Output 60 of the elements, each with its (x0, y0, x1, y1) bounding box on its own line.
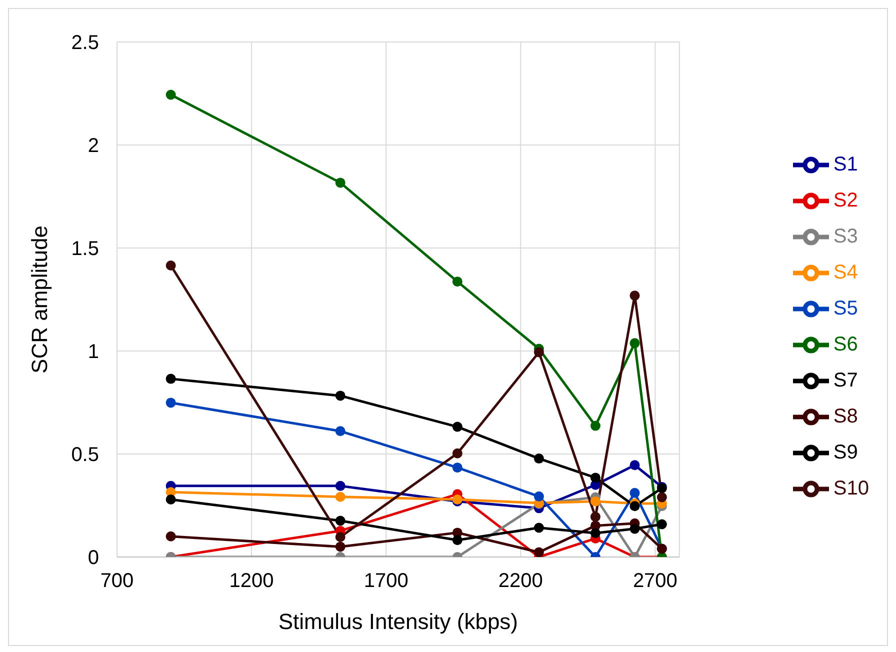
point (166, 260, 176, 271)
point (534, 522, 544, 533)
legend-label: S2 (833, 189, 858, 212)
x-tick-label: 2200 (498, 570, 543, 592)
point (335, 542, 346, 552)
point (335, 480, 346, 491)
point (656, 492, 667, 502)
point (335, 532, 346, 542)
point (335, 492, 346, 502)
point (630, 290, 640, 301)
point (590, 512, 600, 522)
point (590, 472, 600, 483)
point (335, 426, 346, 436)
y-tick-label: 0.5 (71, 444, 99, 466)
point (166, 398, 176, 408)
point (452, 422, 462, 432)
x-axis-title: Stimulus Intensity (kbps) (278, 609, 518, 634)
legend-label: S7 (833, 369, 858, 392)
point (656, 519, 667, 530)
legend-label: S1 (833, 153, 858, 176)
point (452, 535, 462, 546)
point (452, 276, 462, 287)
point (534, 347, 544, 358)
point (630, 460, 640, 470)
point (335, 390, 346, 401)
y-axis-title: SCR amplitude (26, 226, 52, 374)
legend-label: S5 (833, 297, 858, 320)
point (166, 90, 176, 100)
point (166, 494, 176, 505)
point (630, 501, 640, 512)
point (590, 496, 600, 506)
legend-label: S6 (833, 333, 858, 356)
x-tick-label: 1700 (364, 570, 408, 592)
point (590, 528, 600, 538)
legend-label: S8 (833, 405, 858, 428)
point (534, 491, 544, 502)
point (630, 488, 640, 498)
point (630, 524, 640, 534)
point (534, 454, 544, 464)
y-tick-label: 1.5 (71, 238, 99, 260)
point (452, 448, 462, 458)
point (166, 531, 176, 542)
y-tick-label: 2 (88, 135, 99, 158)
point (630, 338, 640, 348)
point (452, 462, 462, 473)
x-tick-label: 1200 (229, 570, 274, 592)
point (590, 420, 600, 431)
y-tick-label: 0 (88, 547, 99, 570)
y-tick-label: 1 (88, 341, 99, 364)
legend-label: S10 (833, 477, 869, 500)
point (335, 516, 346, 526)
point (166, 374, 176, 384)
legend-label: S4 (833, 261, 858, 284)
point (335, 178, 346, 188)
y-tick-label: 2.5 (71, 32, 99, 54)
legend-label: S3 (833, 225, 858, 248)
x-tick-label: 700 (100, 570, 134, 592)
legend-label: S9 (833, 441, 858, 464)
point (534, 547, 544, 557)
x-tick-label: 2700 (632, 570, 678, 592)
